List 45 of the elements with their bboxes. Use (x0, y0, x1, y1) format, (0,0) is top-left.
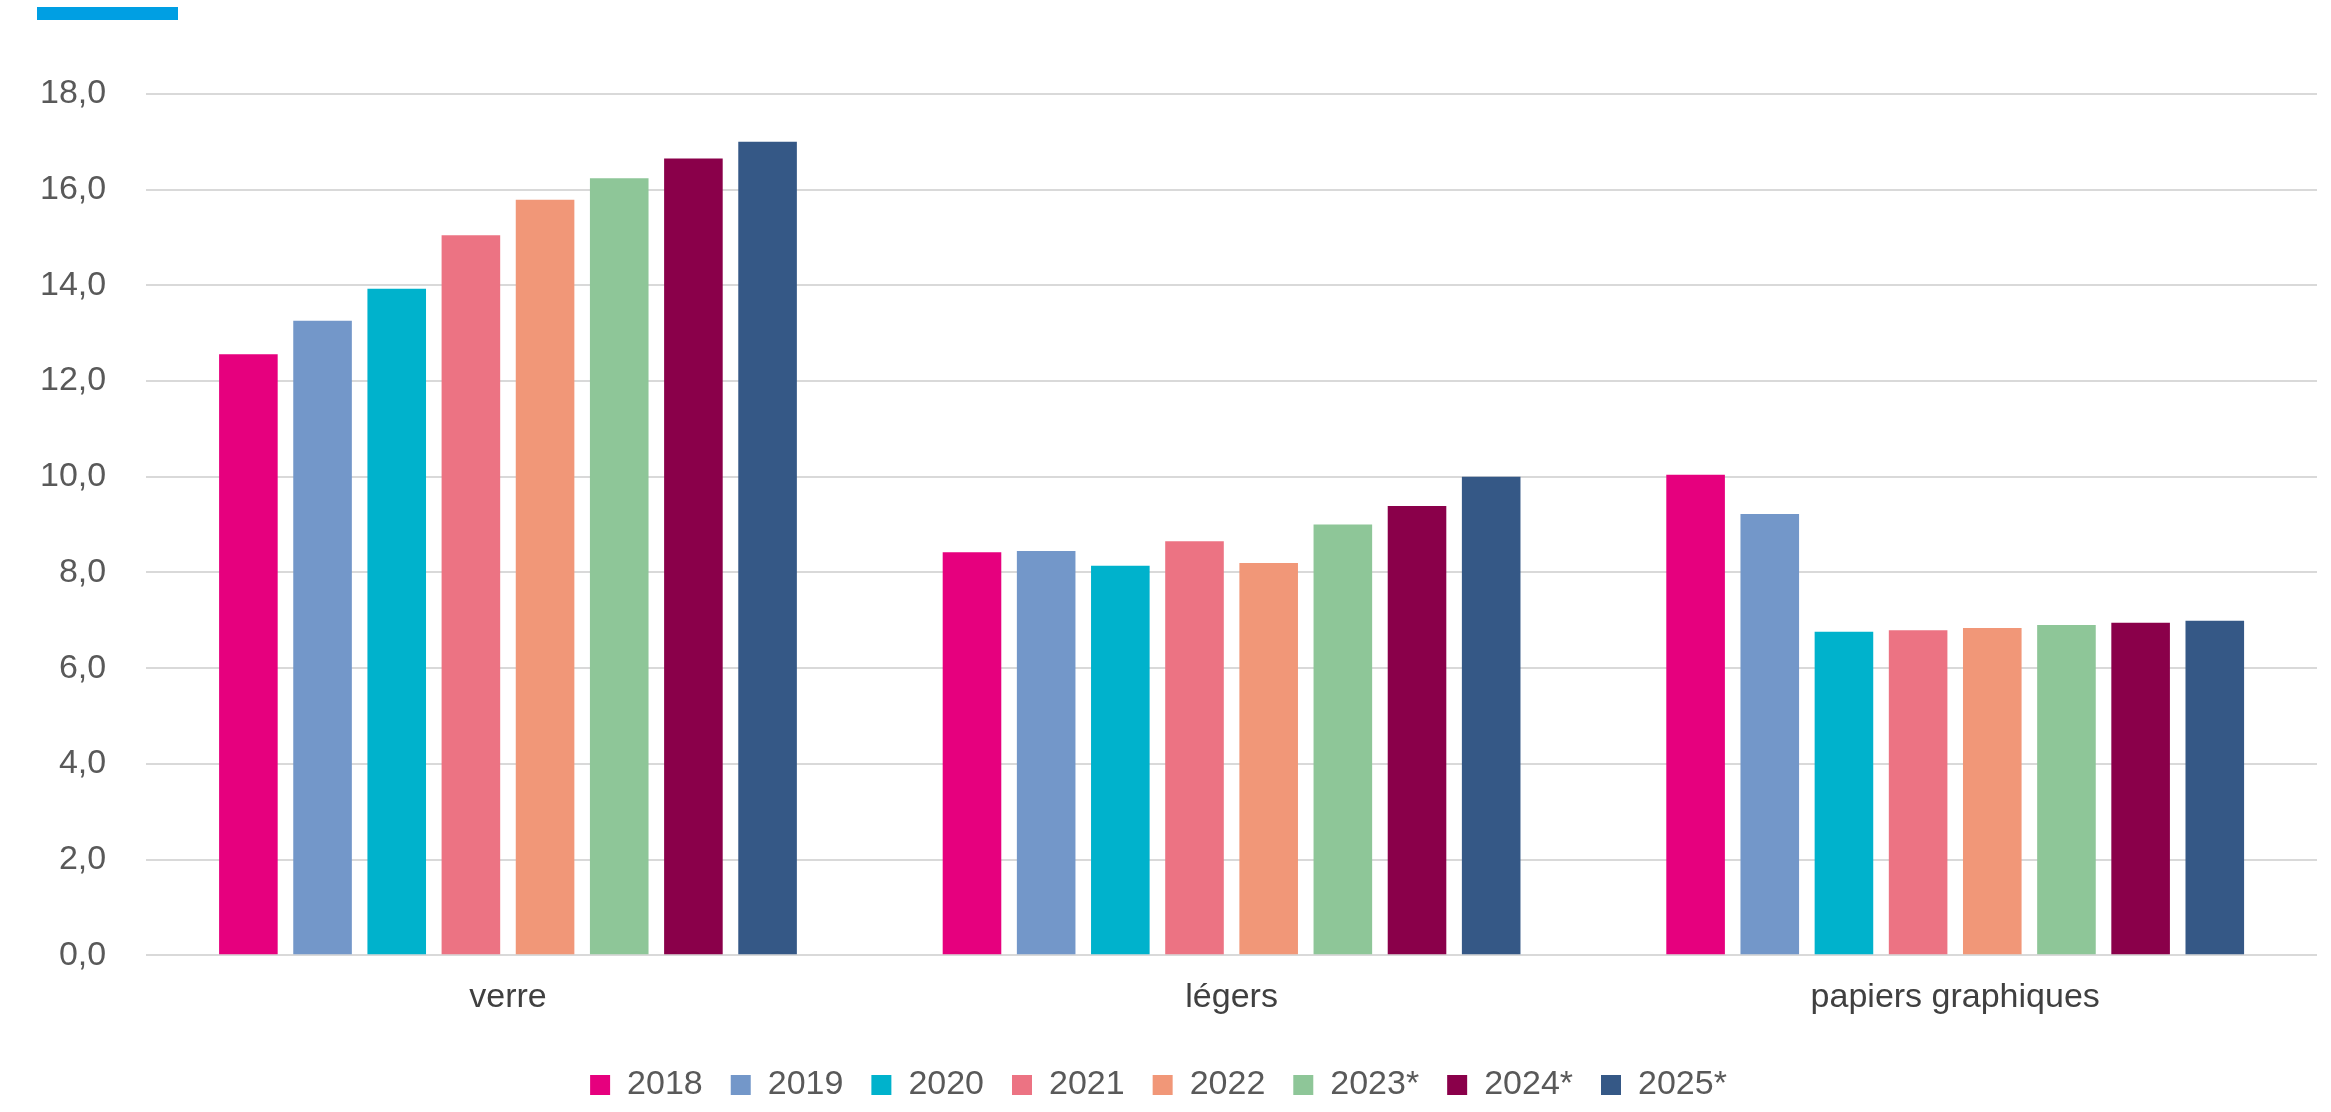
bar (2185, 620, 2245, 955)
legend-label: 2023* (1330, 1063, 1420, 1102)
y-tick-label: 8,0 (58, 550, 107, 589)
y-tick-label: 10,0 (39, 455, 107, 494)
y-tick-label: 4,0 (58, 742, 107, 781)
bar (2111, 622, 2170, 955)
bar (1091, 565, 1150, 955)
bar (1814, 631, 1874, 955)
bar (1313, 524, 1373, 955)
bar (738, 141, 797, 955)
y-tick-label: 6,0 (58, 646, 107, 685)
x-tick-label: papiers graphiques (1810, 975, 2100, 1014)
legend-label: 2020 (908, 1063, 985, 1102)
bar (1016, 550, 1076, 955)
bar (664, 158, 723, 955)
y-tick-label: 16,0 (39, 168, 107, 207)
bar (1165, 541, 1224, 955)
bar (1239, 562, 1298, 955)
bar (293, 320, 352, 955)
legend-label: 2025* (1638, 1063, 1727, 1102)
bar (441, 235, 501, 955)
bar (1962, 627, 2022, 955)
x-tick-label: verre (469, 975, 547, 1014)
bar (589, 178, 649, 955)
bar (515, 199, 575, 955)
y-tick-label: 12,0 (39, 359, 107, 398)
bar (1888, 630, 1948, 955)
y-tick-label: 2,0 (58, 837, 107, 876)
bar (1666, 474, 1725, 955)
bar (1461, 476, 1521, 955)
legend-label: 2021 (1049, 1063, 1125, 1102)
bar (1387, 505, 1447, 955)
y-tick-label: 0,0 (58, 933, 107, 972)
bar (219, 354, 278, 955)
bar (367, 288, 427, 955)
legend-label: 2022 (1189, 1063, 1266, 1102)
legend-label: 2018 (627, 1063, 703, 1102)
x-tick-label: légers (1185, 975, 1278, 1014)
legend-label: 2024* (1484, 1063, 1574, 1102)
legend-label: 2019 (767, 1063, 844, 1102)
bar (942, 552, 1002, 955)
bar (2037, 625, 2096, 955)
bar (1740, 514, 1800, 955)
y-tick-label: 18,0 (39, 72, 107, 111)
y-tick-label: 14,0 (39, 263, 107, 302)
